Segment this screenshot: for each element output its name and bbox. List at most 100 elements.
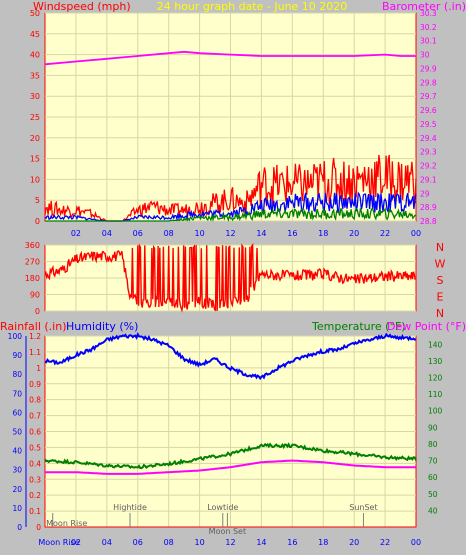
compass-w: W bbox=[435, 258, 446, 271]
series-temperature bbox=[44, 442, 417, 470]
dewpoint-axis-title: Dew Point (°F) bbox=[387, 320, 466, 333]
temperature-tick-label: 110 bbox=[428, 390, 443, 399]
windspeed-tick-label: 20 bbox=[30, 134, 40, 143]
wind-x-tick-label: 14 bbox=[256, 229, 266, 238]
climate-x-tick-label: 16 bbox=[287, 538, 297, 547]
compass-n: N bbox=[436, 241, 444, 254]
rainfall-tick-label: 0.4 bbox=[29, 459, 41, 468]
temperature-tick-label: 120 bbox=[428, 374, 443, 383]
climate-x-tick-label: 20 bbox=[349, 538, 359, 547]
event-markers: Moon Rise Hightide Lowtide Moon Set SunSet bbox=[46, 503, 377, 536]
temperature-tick-label: 60 bbox=[428, 473, 438, 482]
climate-x-tick-label: 14 bbox=[256, 538, 266, 547]
temperature-tick-label: 70 bbox=[428, 457, 438, 466]
direction-series bbox=[44, 242, 417, 313]
barometer-tick-label: 29.9 bbox=[420, 64, 437, 73]
temperature-tick-label: 40 bbox=[428, 506, 438, 515]
wind-x-ticks: 02 04 06 08 10 12 14 16 18 20 22 00 bbox=[71, 229, 421, 238]
rainfall-tick-label: 0.2 bbox=[29, 491, 41, 500]
climate-x-tick-label: 18 bbox=[318, 538, 328, 547]
barometer-tick-label: 30.2 bbox=[420, 23, 437, 32]
barometer-tick-label: 29.4 bbox=[420, 134, 437, 143]
humidity-tick-label: 100 bbox=[8, 332, 23, 341]
windspeed-tick-label: 0 bbox=[35, 217, 40, 226]
humidity-tick-label: 0 bbox=[17, 523, 22, 532]
humidity-tick-label: 30 bbox=[12, 466, 22, 475]
climate-x-tick-label: 12 bbox=[225, 538, 235, 547]
rainfall-tick-label: 0.3 bbox=[29, 475, 41, 484]
graph-date-title: 24 hour graph date - June 10 2020 bbox=[157, 0, 348, 13]
barometer-tick-label: 29.5 bbox=[420, 120, 437, 129]
windspeed-ticks: 0 5 10 15 20 25 30 35 40 45 50 bbox=[30, 9, 40, 226]
rainfall-tick-label: 0.8 bbox=[29, 396, 41, 405]
rainfall-tick-label: 1 bbox=[36, 364, 41, 373]
rainfall-tick-label: 1.1 bbox=[29, 348, 41, 357]
event-label-moon-set: Moon Set bbox=[209, 527, 246, 536]
rain-humidity-temperature-chart: 0 0.1 0.2 0.3 0.4 0.5 0.6 0.7 0.8 0.9 1 1.1 1.2 0 10 2… bbox=[8, 331, 443, 547]
rainfall-tick-label: 0.7 bbox=[29, 412, 41, 421]
temperature-tick-label: 140 bbox=[428, 340, 443, 349]
barometer-tick-label: 30.1 bbox=[420, 37, 437, 46]
wind-x-tick-label: 12 bbox=[225, 229, 235, 238]
temperature-tick-label: 80 bbox=[428, 440, 438, 449]
event-label-hightide: Hightide bbox=[113, 503, 147, 512]
event-label-sunset: SunSet bbox=[349, 503, 377, 512]
barometer-axis-title: Barometer (.in) bbox=[382, 0, 466, 13]
barometer-ticks: 28.8 28.9 29 29.1 29.2 29.3 29.4 29.5 29.6 29.7 29… bbox=[420, 9, 437, 226]
windspeed-tick-label: 40 bbox=[30, 51, 40, 60]
temperature-tick-label: 50 bbox=[428, 490, 438, 499]
moonrise-label-bottom: Moon Rise bbox=[38, 538, 79, 547]
wind-x-tick-label: 04 bbox=[102, 229, 112, 238]
event-label-lowtide: Lowtide bbox=[207, 503, 238, 512]
compass-e: E bbox=[437, 291, 444, 304]
wind-x-tick-label: 18 bbox=[318, 229, 328, 238]
climate-x-tick-label: 08 bbox=[164, 538, 174, 547]
wind-x-tick-label: 22 bbox=[380, 229, 390, 238]
event-label-moon-rise: Moon Rise bbox=[46, 519, 87, 528]
climate-x-tick-label: 00 bbox=[411, 538, 421, 547]
humidity-tick-label: 50 bbox=[12, 428, 22, 437]
wind-x-tick-label: 08 bbox=[164, 229, 174, 238]
humidity-tick-label: 60 bbox=[12, 408, 22, 417]
temperature-axis-title: Temperature (°F) bbox=[311, 320, 406, 333]
direction-tick-label: 180 bbox=[25, 274, 40, 283]
rainfall-tick-label: 0.5 bbox=[29, 443, 41, 452]
wind-series bbox=[44, 50, 417, 222]
temperature-tick-label: 90 bbox=[428, 423, 438, 432]
direction-tick-label: 270 bbox=[25, 258, 40, 267]
direction-tick-label: 360 bbox=[25, 241, 40, 250]
windspeed-tick-label: 50 bbox=[30, 9, 40, 18]
wind-x-tick-label: 00 bbox=[411, 229, 421, 238]
barometer-tick-label: 29.3 bbox=[420, 148, 437, 157]
climate-x-tick-label: 02 bbox=[71, 538, 81, 547]
series-wind-low bbox=[45, 207, 417, 222]
rainfall-tick-label: 0 bbox=[36, 523, 41, 532]
barometer-tick-label: 29.8 bbox=[420, 78, 437, 87]
direction-tick-label: 0 bbox=[35, 307, 40, 316]
wind-x-tick-label: 10 bbox=[194, 229, 204, 238]
humidity-tick-label: 70 bbox=[12, 389, 22, 398]
climate-x-tick-label: 06 bbox=[133, 538, 143, 547]
windspeed-tick-label: 15 bbox=[30, 155, 40, 164]
rainfall-tick-label: 1.2 bbox=[29, 332, 41, 341]
direction-ticks: 0 90 180 270 360 bbox=[25, 241, 40, 316]
barometer-tick-label: 29.1 bbox=[420, 175, 437, 184]
barometer-tick-label: 29.6 bbox=[420, 106, 437, 115]
series-humidity bbox=[44, 331, 417, 381]
direction-tick-label: 90 bbox=[30, 291, 40, 300]
barometer-tick-label: 28.9 bbox=[420, 203, 437, 212]
windspeed-tick-label: 30 bbox=[30, 92, 40, 101]
humidity-tick-label: 90 bbox=[12, 351, 22, 360]
temperature-ticks: 40 50 60 70 80 90 100 110 120 130 140 bbox=[428, 340, 443, 515]
climate-x-tick-label: 10 bbox=[194, 538, 204, 547]
series-wind-direction bbox=[44, 242, 417, 313]
rainfall-tick-label: 0.9 bbox=[29, 380, 41, 389]
windspeed-tick-label: 10 bbox=[30, 175, 40, 184]
humidity-tick-label: 40 bbox=[12, 447, 22, 456]
windspeed-axis-title: Windspeed (mph) bbox=[33, 0, 131, 13]
wind-x-tick-label: 02 bbox=[71, 229, 81, 238]
